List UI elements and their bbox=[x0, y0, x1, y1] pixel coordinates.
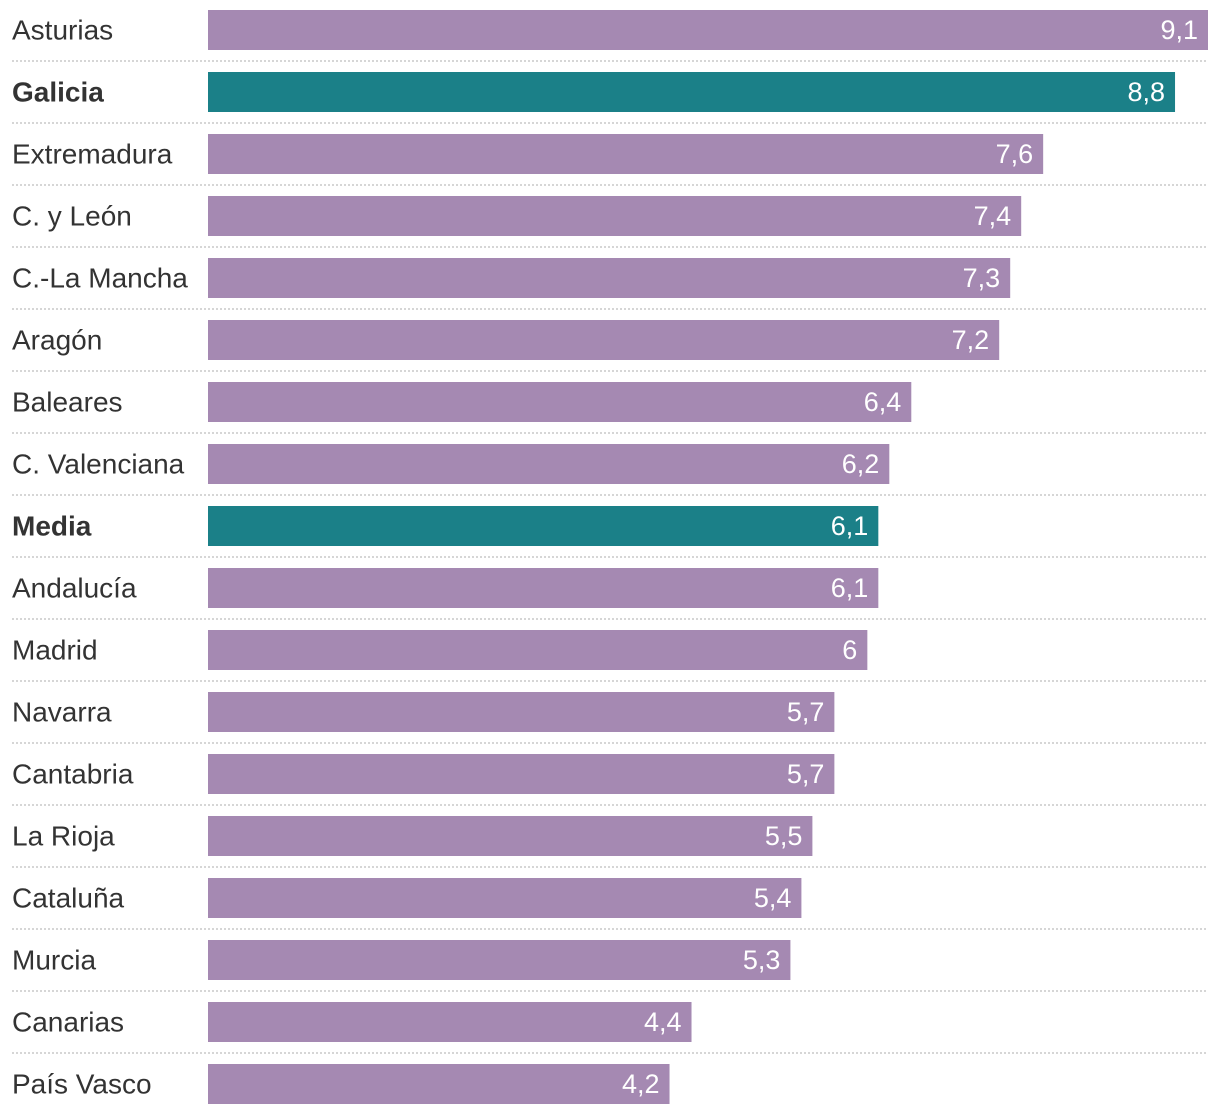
bar-galicia bbox=[208, 72, 1176, 112]
bar-madrid bbox=[208, 630, 868, 670]
bar-cantabria bbox=[208, 754, 835, 794]
category-label-baleares: Baleares bbox=[12, 387, 123, 418]
value-label-c-valenciana: 6,2 bbox=[842, 449, 880, 479]
value-label-media: 6,1 bbox=[831, 511, 869, 541]
category-label-pais-vasco: País Vasco bbox=[12, 1069, 152, 1100]
bar-c-la-mancha bbox=[208, 258, 1011, 298]
category-label-navarra: Navarra bbox=[12, 697, 112, 728]
category-label-galicia: Galicia bbox=[12, 77, 104, 108]
category-label-c-y-leon: C. y León bbox=[12, 201, 132, 232]
bar-c-y-leon bbox=[208, 196, 1022, 236]
bar-navarra bbox=[208, 692, 835, 732]
bar-media bbox=[208, 506, 879, 546]
category-label-c-la-mancha: C.-La Mancha bbox=[12, 263, 188, 294]
bar-asturias bbox=[208, 10, 1208, 50]
category-label-la-rioja: La Rioja bbox=[12, 821, 115, 852]
bar-baleares bbox=[208, 382, 912, 422]
category-label-madrid: Madrid bbox=[12, 635, 98, 666]
bar-murcia bbox=[208, 940, 791, 980]
bar-aragon bbox=[208, 320, 1000, 360]
value-label-c-y-leon: 7,4 bbox=[974, 201, 1012, 231]
value-label-madrid: 6 bbox=[842, 635, 857, 665]
value-label-cantabria: 5,7 bbox=[787, 759, 825, 789]
value-label-navarra: 5,7 bbox=[787, 697, 825, 727]
value-label-la-rioja: 5,5 bbox=[765, 821, 803, 851]
value-label-canarias: 4,4 bbox=[644, 1007, 682, 1037]
category-label-andalucia: Andalucía bbox=[12, 573, 137, 604]
category-label-aragon: Aragón bbox=[12, 325, 102, 356]
category-label-extremadura: Extremadura bbox=[12, 139, 173, 170]
value-label-asturias: 9,1 bbox=[1160, 15, 1198, 45]
value-label-pais-vasco: 4,2 bbox=[622, 1069, 660, 1099]
bar-canarias bbox=[208, 1002, 692, 1042]
bar-c-valenciana bbox=[208, 444, 890, 484]
value-label-murcia: 5,3 bbox=[743, 945, 781, 975]
chart-rows: Asturias 9,1 Galicia 8,8 Extremadura 7,6 C. y … bbox=[12, 10, 1208, 1104]
value-label-aragon: 7,2 bbox=[952, 325, 990, 355]
value-label-galicia: 8,8 bbox=[1127, 77, 1165, 107]
value-label-extremadura: 7,6 bbox=[996, 139, 1034, 169]
value-label-c-la-mancha: 7,3 bbox=[963, 263, 1001, 293]
bar-extremadura bbox=[208, 134, 1044, 174]
bar-pais-vasco bbox=[208, 1064, 670, 1104]
value-label-andalucia: 6,1 bbox=[831, 573, 869, 603]
bar-la-rioja bbox=[208, 816, 813, 856]
category-label-murcia: Murcia bbox=[12, 945, 96, 976]
category-label-media: Media bbox=[12, 511, 92, 542]
bar-cataluna bbox=[208, 878, 802, 918]
category-label-cantabria: Cantabria bbox=[12, 759, 134, 790]
category-label-canarias: Canarias bbox=[12, 1007, 124, 1038]
value-label-cataluna: 5,4 bbox=[754, 883, 792, 913]
category-label-c-valenciana: C. Valenciana bbox=[12, 449, 185, 480]
value-label-baleares: 6,4 bbox=[864, 387, 902, 417]
bar-andalucia bbox=[208, 568, 879, 608]
category-label-asturias: Asturias bbox=[12, 15, 113, 46]
category-label-cataluna: Cataluña bbox=[12, 883, 125, 914]
